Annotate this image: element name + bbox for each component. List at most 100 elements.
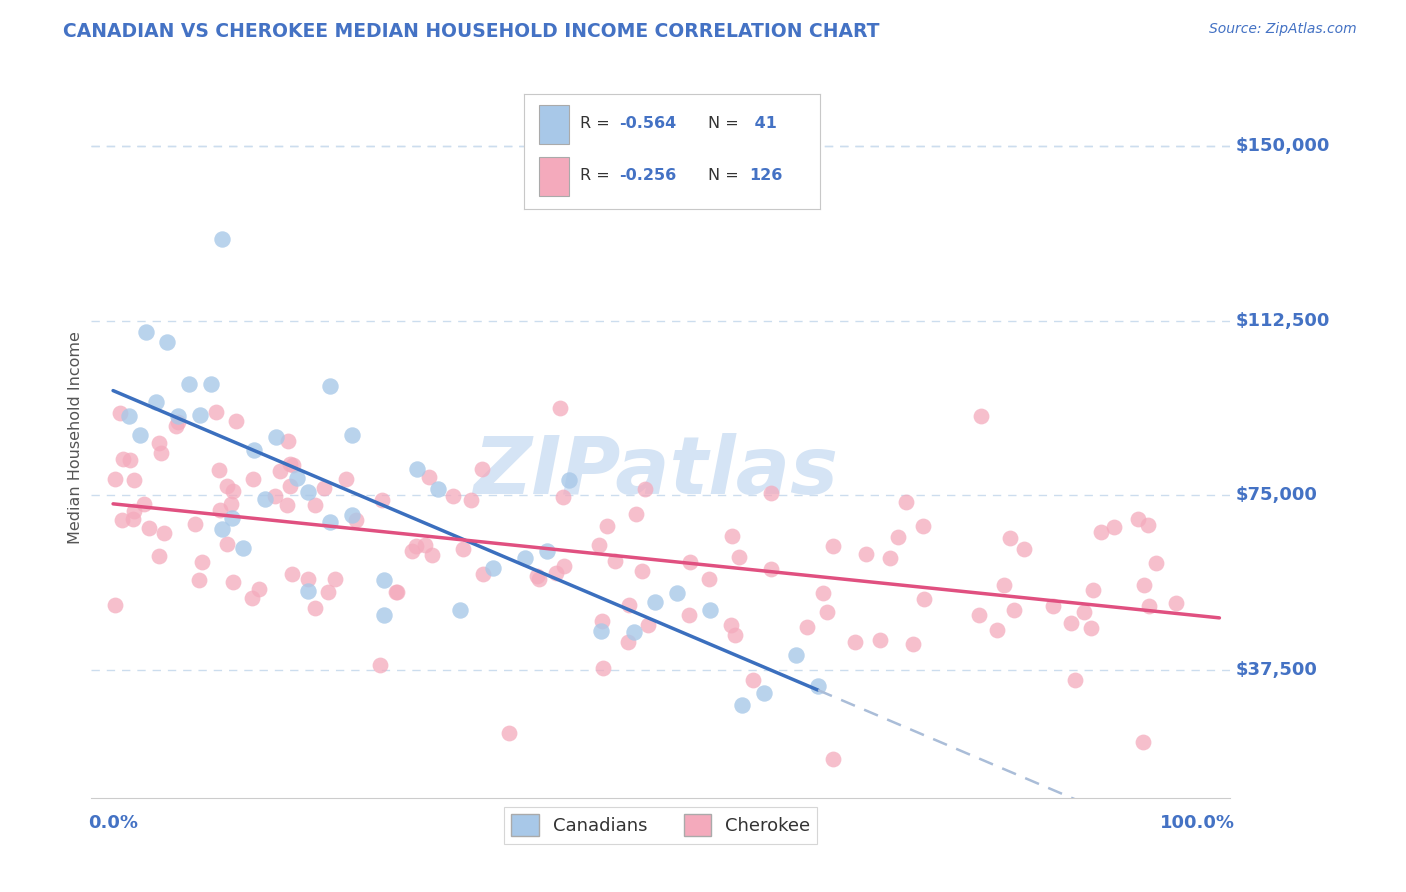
Point (138, 521, 160, 535)
Point (211, 522, 233, 536)
Point (122, 473, 145, 487)
Point (596, 518, 619, 533)
Point (592, 661, 614, 675)
Point (823, 751, 845, 765)
Point (335, 472, 357, 486)
Point (894, 494, 917, 508)
Point (314, 481, 336, 495)
Point (232, 541, 254, 556)
Point (215, 537, 238, 551)
Point (118, 409, 141, 423)
Point (796, 620, 818, 634)
Point (156, 334, 179, 349)
Point (111, 513, 134, 527)
Point (544, 566, 567, 581)
Point (821, 539, 844, 553)
Point (225, 414, 247, 428)
Point (278, 458, 301, 472)
Point (188, 409, 211, 423)
Point (1064, 673, 1087, 687)
Point (498, 726, 520, 740)
Y-axis label: Median Household Income: Median Household Income (67, 331, 83, 543)
Point (122, 512, 145, 526)
Point (481, 561, 503, 575)
Point (418, 470, 440, 484)
Point (200, 377, 222, 392)
Point (405, 539, 427, 553)
Point (253, 491, 276, 506)
Point (1014, 542, 1036, 557)
Point (264, 489, 287, 503)
Point (323, 572, 346, 586)
Point (807, 679, 830, 693)
Point (553, 558, 575, 573)
Point (1137, 517, 1160, 532)
Point (453, 542, 475, 557)
Text: $75,000: $75,000 (1236, 486, 1317, 504)
Point (1166, 596, 1188, 610)
Point (222, 575, 245, 590)
Point (242, 472, 264, 486)
Point (1060, 615, 1083, 630)
Point (449, 603, 471, 617)
Point (998, 531, 1021, 545)
Text: Source: ZipAtlas.com: Source: ZipAtlas.com (1209, 22, 1357, 37)
Point (319, 379, 342, 393)
Point (344, 512, 367, 526)
Point (420, 548, 443, 562)
Point (287, 471, 309, 485)
Point (277, 434, 299, 448)
Point (970, 409, 993, 423)
Point (724, 628, 747, 642)
Point (886, 531, 908, 545)
Point (145, 395, 167, 409)
Point (901, 637, 924, 651)
Point (785, 648, 807, 663)
Point (401, 543, 423, 558)
Point (1126, 512, 1149, 526)
Text: ZIPatlas: ZIPatlas (472, 433, 838, 511)
Point (678, 608, 700, 623)
Point (316, 584, 339, 599)
Point (637, 618, 659, 632)
Point (129, 427, 152, 442)
Point (471, 462, 494, 476)
Point (666, 585, 689, 599)
Point (166, 419, 188, 434)
Point (205, 405, 228, 419)
Point (215, 479, 238, 493)
Point (1002, 603, 1025, 617)
Point (623, 625, 645, 640)
Point (993, 578, 1015, 592)
Point (1073, 606, 1095, 620)
Point (243, 442, 266, 457)
Point (427, 482, 450, 496)
Point (644, 595, 666, 609)
Point (385, 585, 408, 599)
Point (118, 453, 141, 467)
Text: $150,000: $150,000 (1236, 136, 1330, 154)
Point (240, 591, 263, 605)
Point (527, 572, 550, 586)
Point (134, 497, 156, 511)
Point (191, 555, 214, 569)
Text: $112,500: $112,500 (1236, 311, 1330, 329)
Point (148, 549, 170, 563)
Point (591, 614, 613, 628)
Point (247, 582, 270, 596)
Point (297, 584, 319, 599)
Point (1090, 524, 1112, 539)
Point (319, 515, 342, 529)
Point (184, 516, 207, 531)
Point (1102, 520, 1125, 534)
Point (526, 569, 548, 583)
Point (373, 607, 395, 622)
Point (222, 484, 245, 499)
Point (515, 550, 537, 565)
Point (221, 511, 243, 525)
Point (617, 599, 640, 613)
Point (385, 585, 408, 599)
Point (135, 325, 157, 339)
Point (150, 446, 173, 460)
Point (278, 478, 301, 492)
